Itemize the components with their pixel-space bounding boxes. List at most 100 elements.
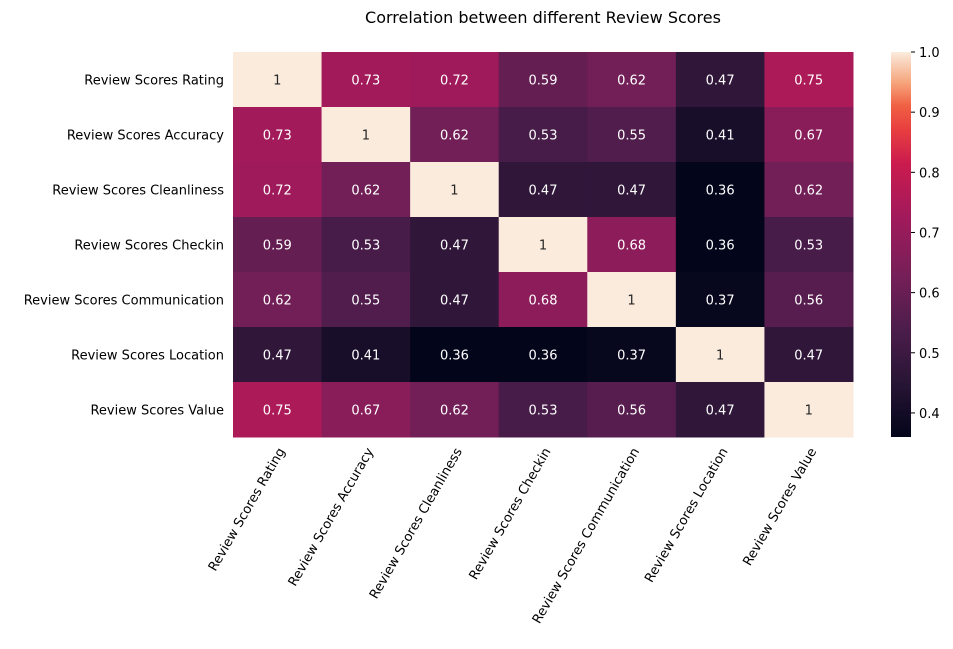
- heatmap-cell: [410, 162, 500, 218]
- heatmap-cell: [764, 272, 854, 328]
- colorbar-gradient: [891, 52, 911, 437]
- x-tick-label: Review Scores Communication: [530, 446, 643, 627]
- cell-value-label: 0.62: [440, 404, 469, 419]
- cell-value-label: 0.53: [794, 239, 823, 254]
- heatmap-cell: [321, 107, 411, 163]
- y-tick-label: Review Scores Checkin: [74, 239, 224, 254]
- x-tick-label: Review Scores Value: [740, 446, 820, 569]
- cell-value-label: 0.37: [617, 349, 646, 364]
- heatmap-cell: [321, 272, 411, 328]
- heatmap-cell: [764, 52, 854, 108]
- cell-value-label: 0.53: [351, 239, 380, 254]
- cell-value-label: 0.53: [529, 129, 558, 144]
- heatmap-cell: [233, 272, 323, 328]
- cell-value-label: 1: [716, 349, 724, 364]
- y-tick-label: Review Scores Location: [71, 349, 224, 364]
- cell-value-label: 0.36: [440, 349, 469, 364]
- heatmap-cell: [587, 217, 677, 273]
- cell-value-label: 1: [362, 129, 370, 144]
- colorbar-tick-label: 0.5: [919, 347, 940, 362]
- heatmap-cell: [498, 162, 588, 218]
- x-tick-label: Review Scores Location: [642, 446, 731, 586]
- cell-value-label: 0.62: [263, 294, 292, 309]
- cell-value-label: 0.47: [617, 184, 646, 199]
- cell-value-label: 0.67: [794, 129, 823, 144]
- heatmap-cell: [410, 382, 500, 438]
- cell-value-label: 0.47: [440, 239, 469, 254]
- cell-value-label: 0.67: [351, 404, 380, 419]
- cell-value-label: 0.55: [351, 294, 380, 309]
- heatmap-cell: [764, 162, 854, 218]
- cell-value-label: 0.56: [617, 404, 646, 419]
- cell-value-label: 0.62: [794, 184, 823, 199]
- cell-value-label: 0.62: [440, 129, 469, 144]
- x-tick-label: Review Scores Rating: [206, 446, 289, 575]
- cell-value-label: 1: [273, 74, 281, 89]
- heatmap-cell: [410, 217, 500, 273]
- cell-value-label: 0.68: [617, 239, 646, 254]
- cell-value-label: 1: [627, 294, 635, 309]
- heatmap-cell: [498, 272, 588, 328]
- heatmap-cell: [764, 107, 854, 163]
- cell-value-label: 0.37: [706, 294, 735, 309]
- cell-value-label: 0.73: [351, 74, 380, 89]
- cell-value-label: 0.59: [529, 74, 558, 89]
- heatmap-cell: [587, 107, 677, 163]
- cell-value-label: 0.47: [794, 349, 823, 364]
- cell-value-label: 0.56: [794, 294, 823, 309]
- cell-value-label: 0.72: [440, 74, 469, 89]
- cell-value-label: 0.47: [440, 294, 469, 309]
- cell-value-label: 0.47: [529, 184, 558, 199]
- cell-value-label: 0.41: [351, 349, 380, 364]
- heatmap-cell: [233, 382, 323, 438]
- colorbar-tick-label: 0.7: [919, 226, 940, 241]
- cell-value-label: 0.55: [617, 129, 646, 144]
- colorbar-tick-label: 0.6: [919, 287, 940, 302]
- cell-value-label: 0.47: [263, 349, 292, 364]
- cell-value-label: 1: [805, 404, 813, 419]
- heatmap-cell: [587, 327, 677, 383]
- heatmap-cell: [410, 52, 500, 108]
- heatmap-cell: [675, 272, 765, 328]
- heatmap-cell: [410, 327, 500, 383]
- colorbar: 0.4 0.5 0.6 0.7 0.8 0.9 1.0: [891, 46, 940, 437]
- heatmap-cell: [233, 107, 323, 163]
- heatmap-cell-labels: 1 0.73 0.72 0.59 0.62 0.47 0.75 0.73 1 0.62 0.53 0.…: [263, 74, 823, 419]
- heatmap-cell: [675, 327, 765, 383]
- colorbar-ticks: 0.4 0.5 0.6 0.7 0.8 0.9 1.0: [911, 46, 940, 422]
- heatmap-cell: [321, 52, 411, 108]
- heatmap-cell: [498, 217, 588, 273]
- cell-value-label: 0.68: [529, 294, 558, 309]
- heatmap-cell: [410, 107, 500, 163]
- heatmap-cell: [321, 162, 411, 218]
- x-tick-label: Review Scores Accuracy: [286, 445, 378, 589]
- y-tick-label: Review Scores Communication: [24, 294, 224, 309]
- y-tick-label: Review Scores Accuracy: [67, 129, 224, 144]
- heatmap-cell: [764, 327, 854, 383]
- chart-title: Correlation between different Review Sco…: [365, 8, 721, 27]
- y-axis-tick-labels: Review Scores Rating Review Scores Accura…: [24, 74, 225, 419]
- heatmap-cell: [675, 52, 765, 108]
- heatmap-cell: [675, 162, 765, 218]
- heatmap-cell: [498, 327, 588, 383]
- heatmap-cell: [233, 217, 323, 273]
- cell-value-label: 0.36: [529, 349, 558, 364]
- x-tick-label: Review Scores Checkin: [467, 446, 555, 583]
- heatmap-cell: [233, 327, 323, 383]
- heatmap-cell: [675, 107, 765, 163]
- cell-value-label: 0.73: [263, 129, 292, 144]
- heatmap-cell: [675, 382, 765, 438]
- heatmap-cells: [233, 52, 854, 438]
- heatmap-cell: [498, 382, 588, 438]
- cell-value-label: 0.62: [351, 184, 380, 199]
- heatmap-cell: [764, 382, 854, 438]
- cell-value-label: 0.75: [263, 404, 292, 419]
- heatmap-cell: [321, 327, 411, 383]
- colorbar-tick-label: 0.4: [919, 407, 940, 422]
- colorbar-tick-label: 0.8: [919, 166, 940, 181]
- heatmap-cell: [498, 52, 588, 108]
- heatmap-cell: [587, 162, 677, 218]
- cell-value-label: 1: [539, 239, 547, 254]
- heatmap-cell: [587, 272, 677, 328]
